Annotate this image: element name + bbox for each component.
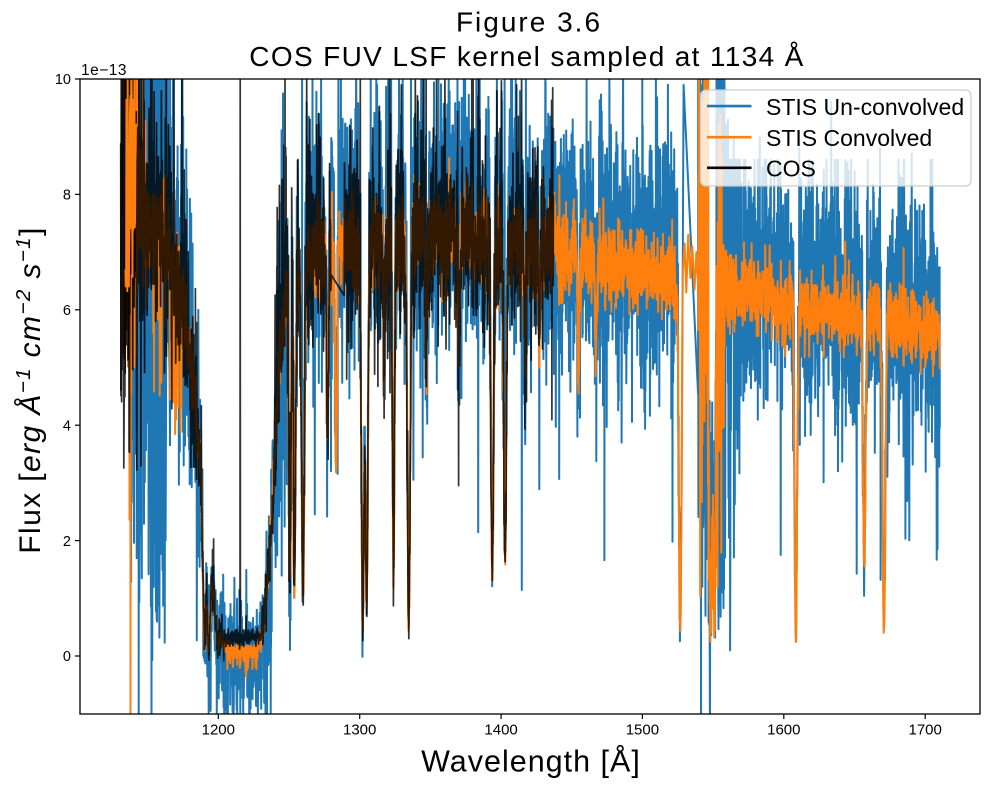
svg-text:Figure 3.6: Figure 3.6: [456, 7, 602, 38]
svg-text:2: 2: [63, 534, 71, 550]
svg-text:STIS Convolved: STIS Convolved: [766, 125, 932, 151]
svg-text:COS FUV LSF kernel sampled at: COS FUV LSF kernel sampled at 1134 Å: [249, 41, 804, 72]
svg-text:0: 0: [63, 649, 71, 665]
svg-text:1e−13: 1e−13: [81, 62, 127, 79]
svg-text:1600: 1600: [767, 722, 800, 739]
svg-text:1200: 1200: [202, 722, 235, 739]
svg-text:Flux [erg Å−1 cm−2 s−1]: Flux [erg Å−1 cm−2 s−1]: [12, 226, 47, 553]
svg-text:STIS Un-convolved: STIS Un-convolved: [766, 94, 964, 120]
svg-text:COS: COS: [766, 156, 816, 182]
svg-text:10: 10: [55, 72, 71, 88]
svg-text:4: 4: [63, 418, 71, 434]
svg-text:8: 8: [63, 188, 71, 204]
svg-text:6: 6: [63, 303, 71, 319]
svg-text:1300: 1300: [343, 722, 376, 739]
svg-text:1700: 1700: [909, 722, 942, 739]
svg-text:1400: 1400: [484, 722, 517, 739]
svg-text:1500: 1500: [626, 722, 659, 739]
svg-text:Wavelength [Å]: Wavelength [Å]: [421, 744, 641, 779]
